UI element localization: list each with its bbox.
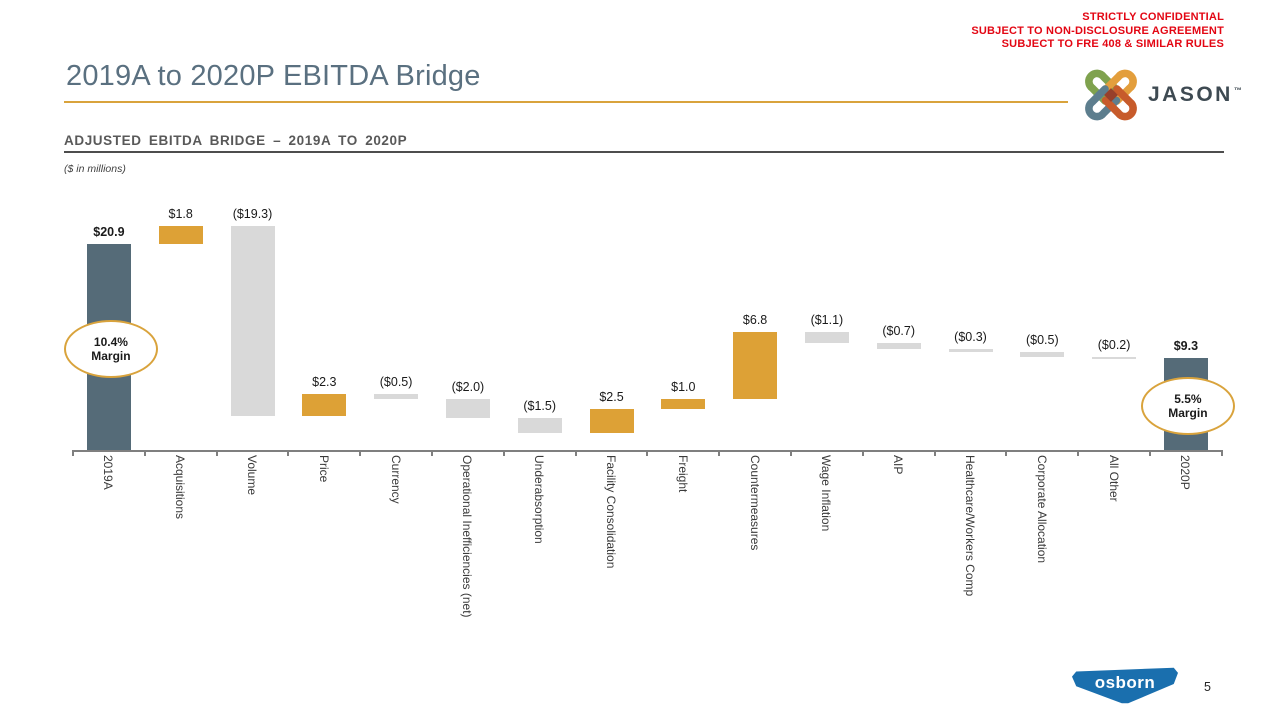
osborn-logo: osborn [1072, 667, 1178, 704]
category-label: Countermeasures [747, 455, 762, 551]
x-axis-tick [143, 450, 146, 456]
bar-value-label: ($2.0) [451, 379, 485, 394]
bar-value-label: ($1.1) [810, 312, 844, 327]
margin-annotation: 5.5% Margin [1140, 377, 1235, 436]
bar-value-label: $6.8 [742, 312, 768, 327]
waterfall-bar-increase [733, 331, 778, 399]
category-label: Operational Inefficiencies (net) [460, 455, 475, 618]
confidential-notice: STRICTLY CONFIDENTIAL SUBJECT TO NON-DIS… [971, 11, 1224, 52]
category-label: Facility Consolidation [604, 455, 618, 569]
jason-logo: JASON™ [1084, 68, 1244, 122]
waterfall-bar-decrease [230, 226, 275, 417]
x-axis-tick [933, 450, 936, 456]
jason-knot-icon [1085, 69, 1137, 121]
x-axis-tick [718, 450, 721, 456]
page-title: 2019A to 2020P EBITDA Bridge [66, 60, 481, 92]
category-label: Wage Inflation [819, 455, 834, 532]
x-axis-tick [646, 450, 649, 456]
category-label: Acquisitions [173, 455, 188, 520]
bar-value-label: $1.8 [168, 207, 193, 222]
category-label: Freight [675, 455, 690, 493]
bar-value-label: ($0.3) [954, 330, 987, 345]
x-axis-tick [502, 450, 505, 456]
waterfall-bar-decrease [1020, 352, 1065, 358]
jason-logo-text: JASON™ [1148, 83, 1245, 106]
category-label: Price [316, 455, 331, 483]
bar-value-label: ($19.3) [232, 207, 273, 222]
category-label: Corporate Allocation [1034, 455, 1049, 564]
osborn-logo-text: osborn [1094, 673, 1156, 692]
x-axis-tick [359, 450, 362, 456]
waterfall-bar-decrease [445, 398, 490, 419]
waterfall-bar-increase [661, 398, 706, 409]
waterfall-bar-decrease [374, 393, 419, 399]
category-label: Currency [388, 455, 403, 504]
bar-value-label: ($0.5) [1025, 333, 1059, 348]
bar-value-label: ($0.7) [882, 323, 916, 338]
section-underline [64, 151, 1224, 153]
x-axis-tick [1077, 450, 1080, 456]
category-label: Healthcare/Workers Comp [963, 455, 977, 597]
x-axis-tick [1005, 450, 1008, 456]
page-number: 5 [1204, 680, 1211, 694]
x-axis-tick [72, 450, 74, 456]
x-axis-tick [790, 450, 792, 456]
trademark-symbol: ™ [1233, 86, 1245, 95]
bar-value-label: $9.3 [1173, 339, 1199, 354]
waterfall-bar-decrease [804, 331, 849, 343]
waterfall-bar-decrease [1092, 357, 1137, 360]
bar-value-label: $2.5 [599, 389, 624, 404]
waterfall-bar-decrease [517, 418, 562, 434]
category-label: AIP [891, 455, 906, 475]
bar-value-label: $20.9 [93, 225, 125, 239]
bar-value-label: $1.0 [671, 379, 696, 394]
category-label: All Other [1106, 455, 1121, 502]
category-label: Underabsorption [532, 455, 547, 544]
waterfall-bar-decrease [948, 349, 993, 353]
x-axis-tick [431, 450, 433, 456]
title-underline [64, 101, 1068, 103]
section-heading: ADJUSTED EBITDA BRIDGE – 2019A TO 2020P [64, 133, 408, 148]
bar-value-label: ($1.5) [523, 399, 557, 414]
waterfall-bar-increase [158, 226, 203, 244]
x-axis-tick [1220, 450, 1223, 456]
bar-value-label: ($0.2) [1097, 338, 1131, 353]
category-label: 2019A [101, 455, 116, 490]
confidential-line: STRICTLY CONFIDENTIAL [1082, 11, 1224, 23]
x-axis-tick [215, 450, 218, 456]
ebitda-waterfall-chart: $20.9 2019A 10.4% Margin $1.8 Acquisitions ($1… [63, 185, 1235, 665]
confidential-line: SUBJECT TO NON-DISCLOSURE AGREEMENT [971, 24, 1224, 37]
category-label: Volume [245, 455, 259, 496]
x-axis-tick [574, 450, 577, 456]
bar-value-label: ($0.5) [379, 374, 413, 389]
waterfall-bar-increase [589, 408, 634, 434]
units-note: ($ in millions) [64, 163, 126, 175]
waterfall-bar-decrease [876, 342, 921, 350]
category-label: 2020P [1178, 455, 1193, 490]
margin-annotation: 10.4% Margin [63, 320, 158, 378]
x-axis-tick [1149, 450, 1151, 456]
bar-value-label: $2.3 [312, 374, 337, 389]
waterfall-bar-increase [302, 393, 347, 417]
confidential-line: SUBJECT TO FRE 408 & SIMILAR RULES [1001, 38, 1224, 50]
x-axis-tick [861, 450, 864, 456]
x-axis-tick [287, 450, 290, 456]
